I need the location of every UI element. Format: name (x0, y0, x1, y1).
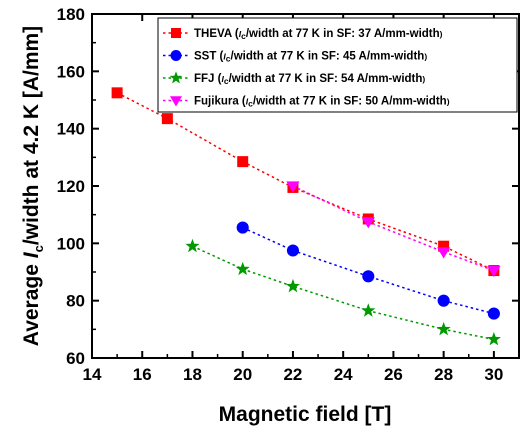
data-point-theva (237, 156, 249, 168)
y-tick-label: 80 (66, 292, 85, 311)
data-point-fujikura (361, 217, 375, 229)
legend-label-theva: THEVA (Ic/width at 77 K in SF: 37 A/mm-w… (194, 28, 443, 41)
x-tick-label: 18 (183, 365, 202, 384)
ticks-layer: 14 16 18 20 22 24 26 28 30 60 80 100 120 140 160 180 (57, 5, 519, 384)
legend-box (157, 17, 518, 113)
x-tick-label: 20 (233, 365, 252, 384)
legend-label-ffj: FFJ (Ic/width at 77 K in SF: 54 A/mm-wid… (194, 73, 425, 86)
series-line-ffj (192, 245, 495, 341)
y-tick-label: 60 (66, 349, 85, 368)
data-point-theva (161, 113, 173, 125)
data-point-ffj (285, 278, 300, 293)
legend-item-fujikura: Fujikura (Ic/width at 77 K in SF: 50 A/m… (163, 96, 450, 109)
legend-marker-ffj (169, 71, 183, 84)
data-point-sst (236, 221, 249, 234)
legend-items: THEVA (Ic/width at 77 K in SF: 37 A/mm-w… (163, 28, 450, 109)
x-axis-title: Magnetic field [T] (219, 403, 392, 426)
data-layer (111, 87, 501, 346)
x-tick-label: 30 (484, 365, 503, 384)
legend-item-sst: SST (Ic/width at 77 K in SF: 45 A/mm-wid… (163, 50, 427, 64)
series-fujikura (286, 181, 501, 278)
data-point-ffj (185, 238, 200, 253)
x-tick-label: 26 (384, 365, 403, 384)
y-tick-label: 160 (57, 62, 85, 81)
y-tick-label: 120 (57, 177, 85, 196)
data-point-theva (111, 87, 123, 99)
y-tick-label: 100 (57, 234, 85, 253)
legend-label-fujikura: Fujikura (Ic/width at 77 K in SF: 50 A/m… (194, 96, 450, 109)
legend-item-theva: THEVA (Ic/width at 77 K in SF: 37 A/mm-w… (163, 28, 443, 41)
x-tick-label: 16 (133, 365, 152, 384)
data-point-sst (487, 307, 500, 320)
x-tick-label: 22 (283, 365, 302, 384)
series-line-theva (116, 92, 495, 272)
y-tick-label: 140 (57, 120, 85, 139)
series-line-sst (242, 226, 495, 315)
data-point-sst (437, 294, 450, 307)
data-point-ffj (235, 261, 250, 276)
series-ffj (185, 238, 501, 346)
data-point-fujikura (437, 247, 451, 259)
y-axis-title: Average Ic/width at 4.2 K [A/mm] (20, 26, 46, 346)
x-tick-label: 14 (83, 365, 102, 384)
legend-label-sst: SST (Ic/width at 77 K in SF: 45 A/mm-wid… (194, 51, 427, 64)
x-tick-label: 24 (334, 365, 353, 384)
data-point-ffj (436, 321, 451, 336)
y-tick-label: 180 (57, 5, 85, 24)
legend-marker-theva (171, 28, 181, 38)
data-point-theva (438, 240, 450, 252)
data-point-ffj (486, 331, 501, 346)
data-point-ffj (361, 303, 376, 317)
legend-marker-fujikura (170, 96, 182, 107)
legend-marker-sst (170, 50, 182, 61)
legend: THEVA (Ic/width at 77 K in SF: 37 A/mm-w… (157, 17, 518, 113)
series-sst (236, 221, 500, 320)
data-point-fujikura (487, 265, 501, 278)
data-point-sst (286, 244, 299, 257)
data-point-fujikura (286, 181, 300, 193)
x-tick-label: 28 (434, 365, 453, 384)
data-point-sst (362, 270, 375, 283)
legend-item-ffj: FFJ (Ic/width at 77 K in SF: 54 A/mm-wid… (163, 71, 425, 86)
